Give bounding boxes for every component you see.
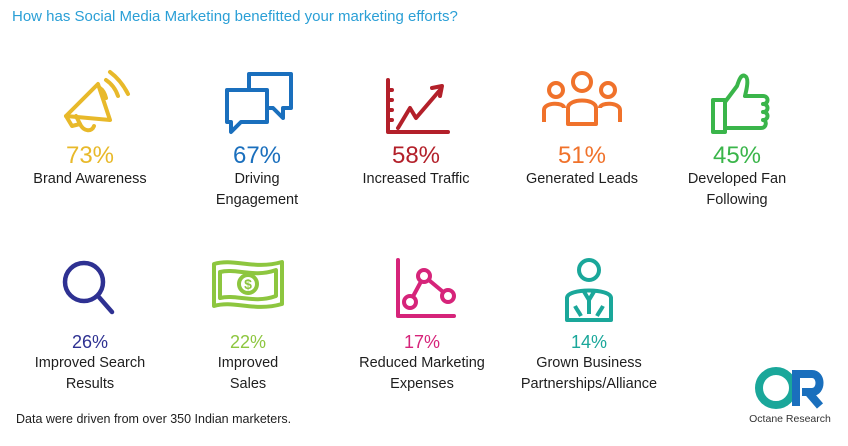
people-group-icon [542, 71, 622, 126]
stat-developed-fan-following: 45% Developed Fan Following [657, 68, 817, 210]
stat-label: Brand Awareness [33, 171, 147, 187]
stat-label-line2: Expenses [390, 376, 454, 392]
stat-label: Improved [217, 355, 279, 371]
stat-label: Grown Business [536, 355, 642, 371]
svg-text:$: $ [244, 276, 252, 292]
stat-percent: 14% [570, 332, 608, 352]
stat-driving-engagement: 67% Driving Engagement [177, 68, 337, 210]
stat-label-line2: Results [65, 376, 115, 392]
stat-percent: 17% [403, 332, 441, 352]
stat-label: Improved Search [34, 355, 146, 371]
stat-percent: 73% [65, 142, 115, 169]
stat-reduced-marketing-expenses: 17% Reduced Marketing Expenses [342, 256, 502, 394]
logo-mark [755, 367, 824, 409]
stat-label-line2: Sales [229, 376, 267, 392]
stat-percent: 51% [557, 142, 607, 169]
logo-text: Octane Research [749, 413, 831, 425]
thumbs-up-icon [711, 73, 770, 134]
stat-grown-business-partnerships: 14% Grown Business Partnerships/Alliance [509, 256, 669, 394]
stat-label-line2: Partnerships/Alliance [520, 376, 658, 392]
stat-label: Developed Fan [687, 171, 787, 187]
stat-label-line2: Following [706, 192, 768, 208]
stat-label: Generated Leads [525, 171, 639, 187]
businessman-icon [565, 258, 613, 322]
growth-chart-icon [386, 78, 450, 134]
stat-generated-leads: 51% Generated Leads [502, 68, 662, 190]
dollar-bill-icon: $ [212, 260, 284, 309]
stat-label: Driving [234, 171, 280, 187]
stat-brand-awareness: 73% Brand Awareness [10, 68, 170, 190]
stat-percent: 26% [71, 332, 109, 352]
stat-percent: 45% [712, 142, 762, 169]
connected-graph-icon [396, 258, 456, 318]
stat-percent: 67% [232, 142, 282, 169]
chat-bubbles-icon [225, 72, 293, 134]
stat-increased-traffic: 58% Increased Traffic [336, 68, 496, 190]
stat-label: Reduced Marketing [359, 355, 485, 371]
stat-percent: 22% [229, 332, 267, 352]
stat-percent: 58% [391, 142, 441, 169]
magnifier-icon [62, 260, 115, 315]
stat-label: Increased Traffic [362, 171, 470, 187]
stat-improved-sales: $ 22% Improved Sales [168, 256, 328, 394]
footnote: Data were driven from over 350 Indian ma… [16, 412, 292, 426]
page-title: How has Social Media Marketing benefitte… [12, 8, 458, 25]
stat-label-line2: Engagement [215, 192, 299, 208]
megaphone-icon [64, 70, 130, 133]
stat-improved-search-results: 26% Improved Search Results [10, 256, 170, 394]
octane-research-logo: Octane Research [748, 364, 832, 425]
